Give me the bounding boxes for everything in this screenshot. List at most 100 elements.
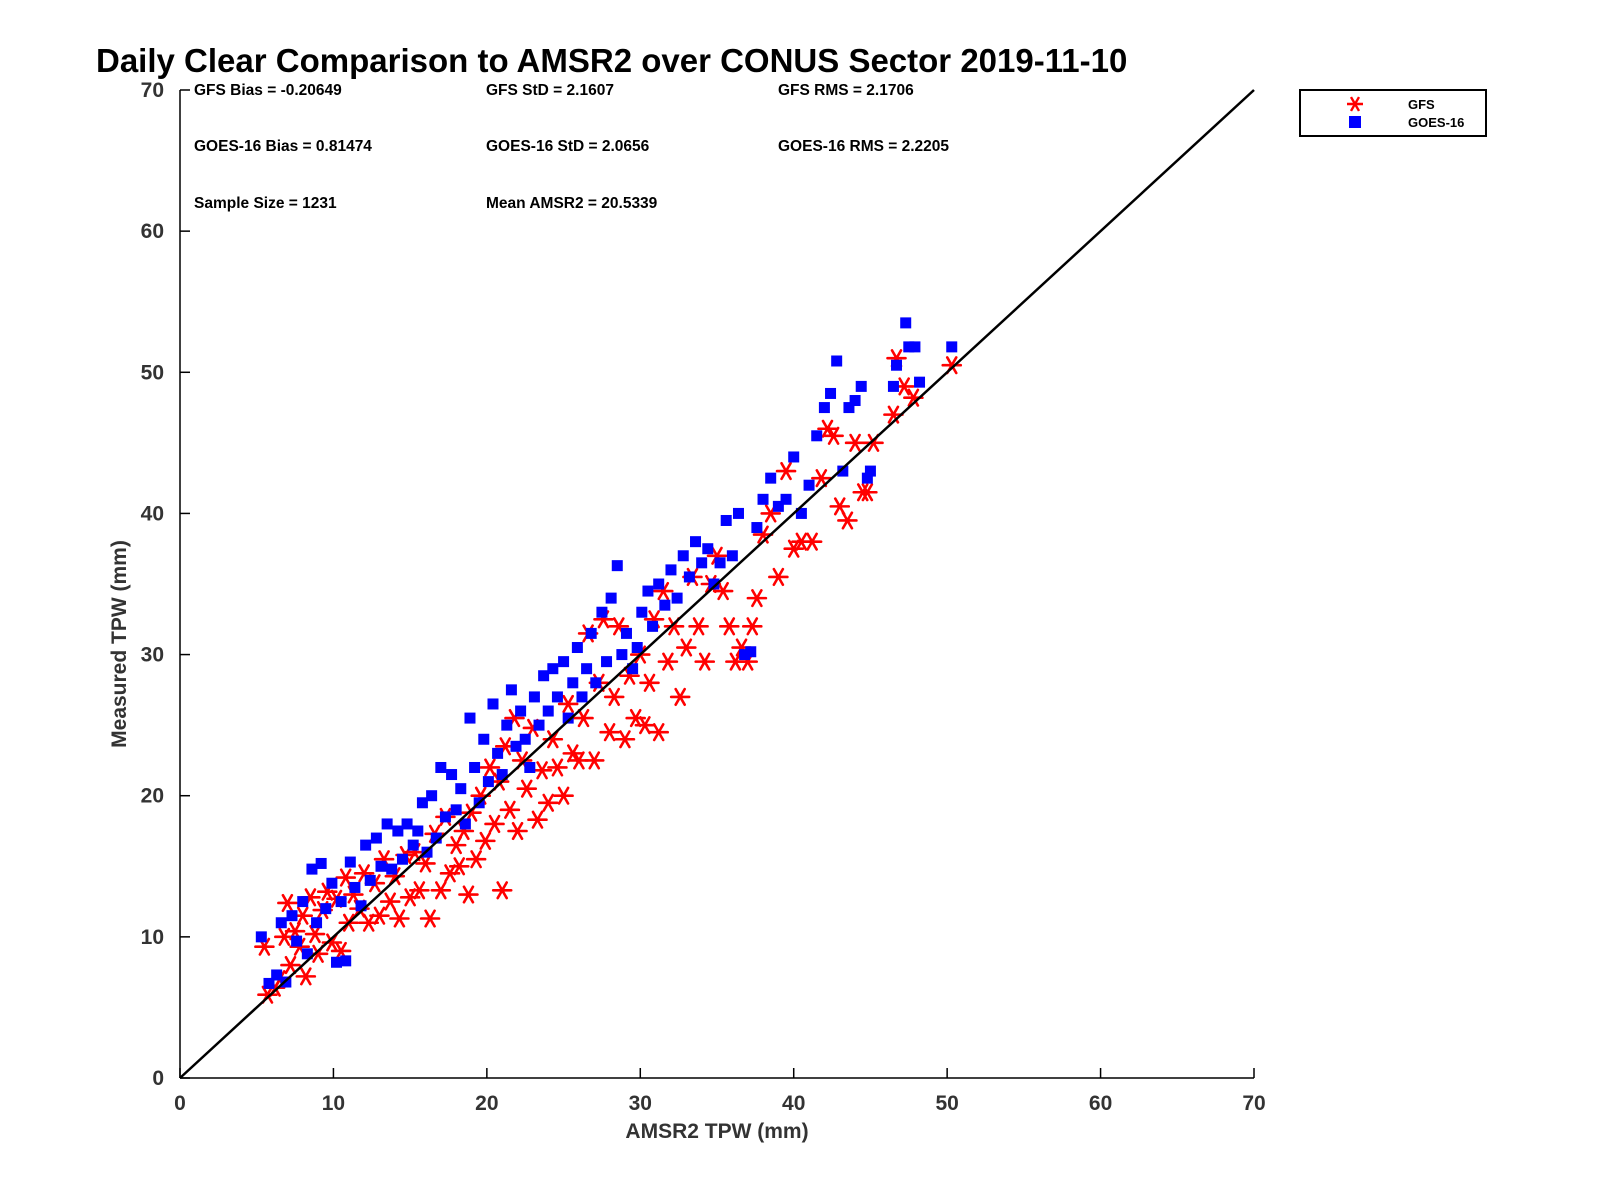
gfs-point bbox=[409, 881, 430, 900]
goes-16-point bbox=[450, 804, 462, 816]
goes-16-point bbox=[909, 341, 921, 353]
gfs-point bbox=[844, 433, 866, 452]
goes-16-point bbox=[301, 948, 313, 960]
chart-title: Daily Clear Comparison to AMSR2 over CON… bbox=[96, 42, 1127, 79]
gfs-point bbox=[507, 821, 528, 841]
stat-annotation: GFS RMS = 2.1706 bbox=[778, 82, 914, 99]
goes-16-point bbox=[538, 670, 550, 682]
goes-16-point bbox=[370, 832, 382, 844]
goes-16-point bbox=[344, 856, 356, 868]
goes-16-point bbox=[501, 719, 513, 731]
stat-annotation: GFS Bias = -0.20649 bbox=[194, 82, 342, 99]
goes-16-point bbox=[487, 698, 499, 710]
gfs-point bbox=[829, 497, 851, 516]
goes-16-point bbox=[788, 451, 800, 463]
gfs-point bbox=[811, 469, 832, 488]
goes-16-point bbox=[887, 380, 899, 392]
gfs-point bbox=[817, 419, 838, 438]
goes-16-point bbox=[765, 472, 777, 484]
goes-16-point bbox=[306, 863, 318, 875]
stat-annotation: GOES-16 Bias = 0.81474 bbox=[194, 138, 372, 155]
goes-16-point bbox=[726, 550, 738, 562]
goes-16-point bbox=[818, 402, 830, 414]
goes-16-point bbox=[831, 355, 843, 367]
y-tick-label: 30 bbox=[141, 644, 164, 667]
goes-16-point bbox=[271, 969, 283, 981]
goes-16-point bbox=[349, 881, 361, 893]
y-tick-label: 40 bbox=[141, 502, 164, 525]
gfs-point bbox=[415, 854, 436, 873]
goes-16-point bbox=[375, 860, 387, 872]
goes-16-point bbox=[492, 747, 504, 759]
gfs-point bbox=[614, 730, 636, 749]
goes-16-point bbox=[386, 863, 398, 875]
goes-16-point bbox=[803, 479, 815, 491]
goes-16-point bbox=[551, 691, 563, 703]
goes-16-point bbox=[311, 917, 323, 929]
goes-16-point bbox=[843, 402, 855, 414]
gfs-point bbox=[746, 589, 768, 608]
goes-16-point bbox=[714, 557, 726, 569]
gfs-point bbox=[837, 511, 858, 530]
goes-16-point bbox=[745, 646, 757, 658]
x-tick-label: 20 bbox=[475, 1092, 498, 1115]
gfs-point bbox=[445, 836, 467, 855]
legend-box bbox=[1299, 89, 1487, 137]
goes-16-point bbox=[558, 656, 570, 668]
gfs-point bbox=[663, 617, 685, 636]
goes-16-point bbox=[900, 317, 912, 329]
stat-annotation: GFS StD = 2.1607 bbox=[486, 82, 614, 99]
goes-16-point bbox=[601, 656, 613, 668]
goes-16-point bbox=[616, 649, 628, 661]
goes-16-point bbox=[849, 395, 861, 407]
y-tick-label: 50 bbox=[141, 361, 164, 384]
goes-16-point bbox=[690, 536, 702, 548]
gfs-point bbox=[573, 708, 594, 728]
goes-16-point bbox=[562, 712, 574, 724]
goes-16-point bbox=[401, 818, 413, 830]
goes-16-point bbox=[811, 430, 823, 442]
gfs-point bbox=[712, 581, 734, 601]
gfs-point bbox=[718, 617, 740, 636]
goes-16-point bbox=[426, 790, 438, 802]
gfs-point bbox=[688, 617, 709, 636]
gfs-point bbox=[304, 924, 326, 944]
goes-16-point bbox=[855, 380, 867, 392]
gfs-point bbox=[389, 909, 410, 928]
goes-16-point bbox=[464, 712, 476, 724]
plot-area bbox=[179, 89, 1255, 1079]
y-tick-label: 0 bbox=[152, 1067, 164, 1090]
goes-16-point bbox=[891, 359, 903, 371]
gfs-point bbox=[295, 967, 317, 986]
goes-16-point bbox=[596, 606, 608, 618]
gfs-point bbox=[537, 793, 559, 812]
goes-16-point bbox=[326, 877, 338, 889]
x-tick-label: 30 bbox=[629, 1092, 652, 1115]
goes-16-point bbox=[576, 691, 588, 703]
gfs-point bbox=[603, 687, 625, 707]
goes-16-point bbox=[528, 691, 540, 703]
goes-16-point bbox=[364, 874, 376, 886]
gfs-point bbox=[531, 761, 553, 780]
gfs-point bbox=[499, 800, 521, 819]
gfs-point bbox=[430, 881, 452, 900]
legend-gfs-marker bbox=[1347, 96, 1363, 112]
goes-16-point bbox=[286, 910, 298, 922]
gfs-point bbox=[527, 810, 548, 829]
y-axis-label: Measured TPW (mm) bbox=[108, 540, 131, 748]
legend-label: GFS bbox=[1408, 97, 1435, 112]
gfs-point bbox=[562, 744, 584, 763]
gfs-point bbox=[639, 673, 660, 692]
goes-16-point bbox=[590, 677, 602, 689]
gfs-point bbox=[448, 857, 470, 876]
goes-16-point bbox=[903, 341, 915, 353]
goes-16-point bbox=[914, 376, 926, 388]
goes-16-point bbox=[330, 956, 342, 968]
goes-16-point bbox=[320, 903, 332, 915]
goes-16-point bbox=[665, 564, 677, 576]
gfs-point bbox=[634, 716, 656, 735]
stat-annotation: GOES-16 RMS = 2.2205 bbox=[778, 138, 949, 155]
goes-16-point bbox=[496, 769, 508, 781]
gfs-point bbox=[657, 652, 679, 671]
goes-16-point bbox=[297, 896, 309, 908]
